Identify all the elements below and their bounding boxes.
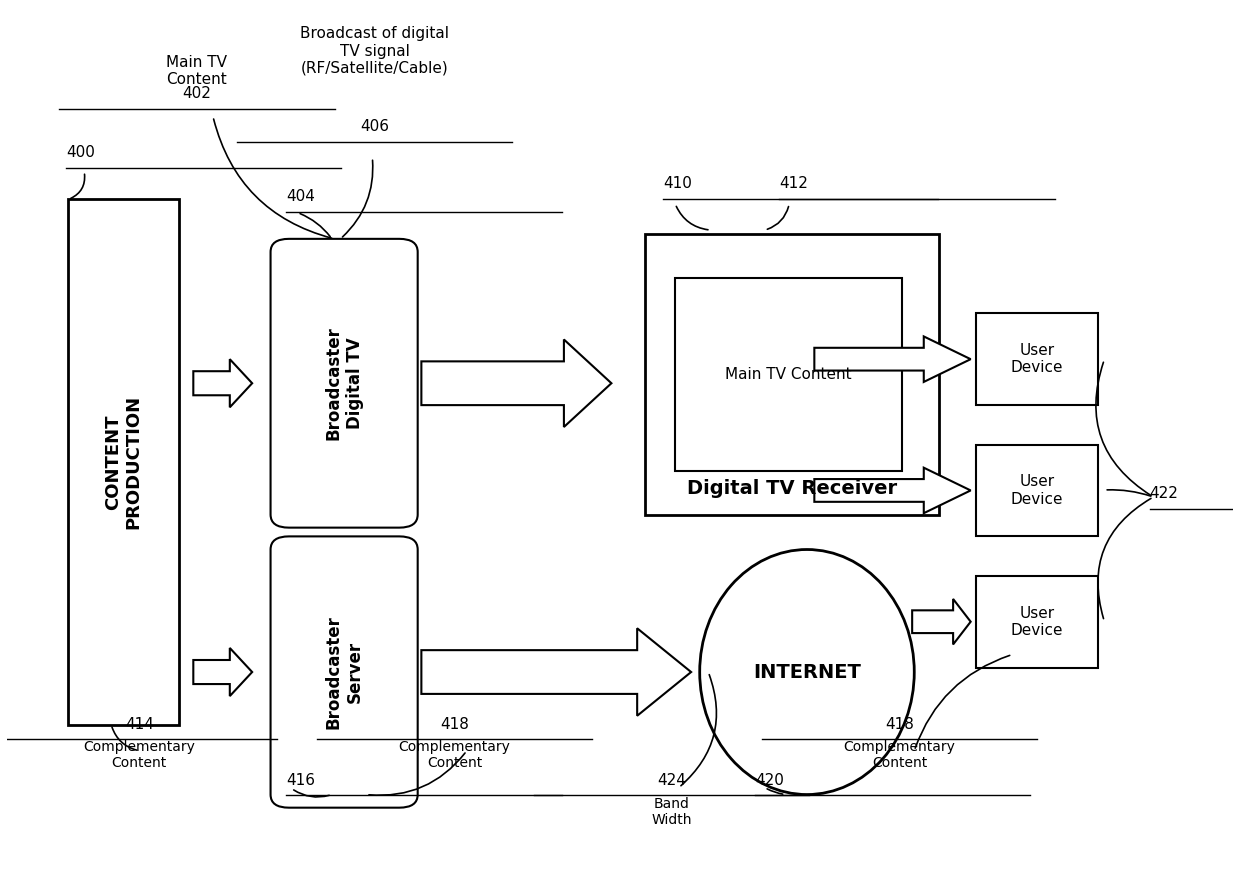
Text: 412: 412 <box>780 176 808 191</box>
Text: INTERNET: INTERNET <box>753 662 861 682</box>
Polygon shape <box>193 359 252 407</box>
Text: Broadcast of digital
TV signal
(RF/Satellite/Cable): Broadcast of digital TV signal (RF/Satel… <box>300 26 449 76</box>
Ellipse shape <box>699 549 914 795</box>
Text: 424: 424 <box>657 773 686 788</box>
Polygon shape <box>422 340 611 427</box>
Text: CONTENT
PRODUCTION: CONTENT PRODUCTION <box>104 395 143 529</box>
Bar <box>68 199 179 725</box>
Text: Band
Width: Band Width <box>651 797 692 828</box>
Bar <box>976 444 1099 536</box>
Text: 402: 402 <box>182 86 212 101</box>
Text: 418: 418 <box>885 717 914 732</box>
Text: 418: 418 <box>440 717 469 732</box>
Polygon shape <box>815 468 971 513</box>
Bar <box>675 278 901 471</box>
Text: User
Device: User Device <box>1011 474 1063 507</box>
Text: User
Device: User Device <box>1011 343 1063 375</box>
Text: User
Device: User Device <box>1011 605 1063 638</box>
Text: 404: 404 <box>286 188 315 204</box>
Bar <box>645 235 939 515</box>
FancyBboxPatch shape <box>270 239 418 528</box>
Text: 410: 410 <box>663 176 692 191</box>
Bar <box>976 576 1099 668</box>
Text: Complementary
Content: Complementary Content <box>398 741 511 771</box>
Polygon shape <box>193 648 252 696</box>
Text: 422: 422 <box>1149 486 1178 501</box>
Text: Digital TV Receiver: Digital TV Receiver <box>687 479 897 498</box>
Text: 400: 400 <box>66 145 94 160</box>
Polygon shape <box>913 599 971 645</box>
Text: Main TV
Content: Main TV Content <box>166 55 227 87</box>
Bar <box>976 313 1099 405</box>
Text: 414: 414 <box>125 717 154 732</box>
Polygon shape <box>422 629 691 716</box>
Text: 420: 420 <box>755 773 784 788</box>
Text: Complementary
Content: Complementary Content <box>843 741 956 771</box>
Text: 416: 416 <box>286 773 315 788</box>
Text: Broadcaster
Digital TV: Broadcaster Digital TV <box>325 326 363 440</box>
Text: Main TV Content: Main TV Content <box>725 367 852 382</box>
Text: Complementary
Content: Complementary Content <box>83 741 196 771</box>
Text: Broadcaster
Server: Broadcaster Server <box>325 615 363 729</box>
Polygon shape <box>815 336 971 382</box>
Text: 406: 406 <box>361 119 389 134</box>
FancyBboxPatch shape <box>270 536 418 808</box>
